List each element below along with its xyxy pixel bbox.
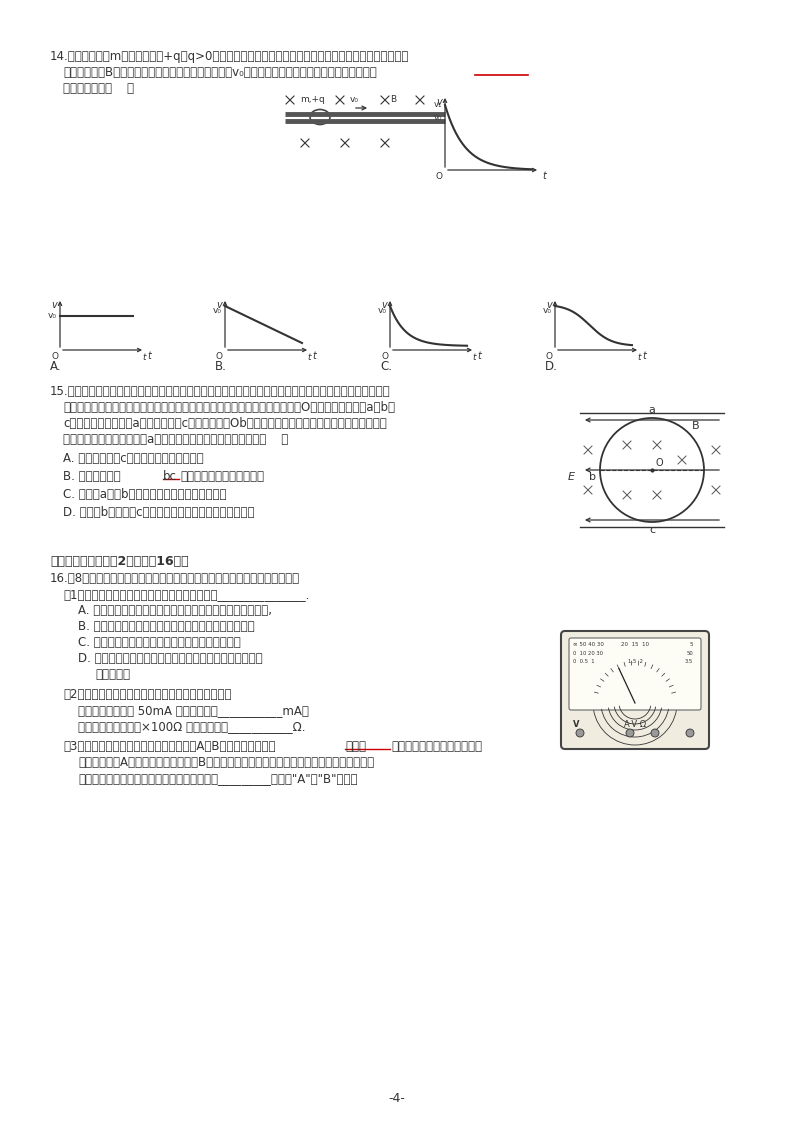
Text: v₀: v₀ <box>350 95 359 104</box>
Text: D.: D. <box>545 360 558 373</box>
Text: （3）某一型号的二极管，其两端分别记为A和B，现用电表的欧姆: （3）某一型号的二极管，其两端分别记为A和B，现用电表的欧姆 <box>63 740 276 754</box>
Text: B. 换用不同倍率测量电阻时，都必须重新进行欧姆调零: B. 换用不同倍率测量电阻时，都必须重新进行欧姆调零 <box>78 620 255 633</box>
Text: O: O <box>436 172 443 181</box>
Text: v: v <box>52 300 57 310</box>
Text: O: O <box>381 351 388 360</box>
Text: （1）关于多用电表的使用，下列说法中正确的是_______________.: （1）关于多用电表的使用，下列说法中正确的是_______________. <box>63 588 310 601</box>
Text: O: O <box>656 458 664 468</box>
Text: v: v <box>546 300 552 310</box>
Text: v₀: v₀ <box>213 305 222 314</box>
Circle shape <box>626 729 634 737</box>
Text: 1.5  2: 1.5 2 <box>627 659 642 664</box>
Text: c为圆环上的三个点，a点为最高点，c点为最低点，Ob沿水平方向。已知小球所受电场力与重力大小: c为圆环上的三个点，a点为最高点，c点为最低点，Ob沿水平方向。已知小球所受电场… <box>63 417 387 430</box>
Text: 14.图中，质量为m、所带电量为+q（q>0）的圆环，可在水平放置的足够长的粗糙细杆上滑动，细杆处于: 14.图中，质量为m、所带电量为+q（q>0）的圆环，可在水平放置的足够长的粗糙… <box>50 51 410 63</box>
Text: -4-: -4- <box>388 1092 406 1105</box>
Text: 其正负极，将多用电表的红表: 其正负极，将多用电表的红表 <box>391 740 482 754</box>
Text: 的指针偏转角度很大，得知该二极管的正极为_________（选填"A"或"B"）端。: 的指针偏转角度很大，得知该二极管的正极为_________（选填"A"或"B"）… <box>78 772 357 785</box>
Text: 响测量结果: 响测量结果 <box>95 668 130 681</box>
Text: v: v <box>216 300 222 310</box>
Text: A.: A. <box>50 360 61 373</box>
Text: ∞ 50 40 30: ∞ 50 40 30 <box>573 642 604 647</box>
Text: t: t <box>542 171 546 181</box>
Text: 20  15  10: 20 15 10 <box>621 642 649 647</box>
Text: B.: B. <box>215 360 227 373</box>
Text: 0  10 20 30: 0 10 20 30 <box>573 651 603 656</box>
Text: 5: 5 <box>689 642 693 647</box>
Circle shape <box>576 729 584 737</box>
Text: t: t <box>307 353 310 362</box>
FancyBboxPatch shape <box>561 631 709 749</box>
Text: b: b <box>589 472 596 482</box>
Text: t: t <box>477 351 481 360</box>
Text: E: E <box>568 472 575 482</box>
Text: 相等。现将小球从环的顶端a点由静止释放，下列判断正确的是（    ）: 相等。现将小球从环的顶端a点由静止释放，下列判断正确的是（ ） <box>63 433 288 446</box>
Text: O: O <box>216 351 223 360</box>
Text: B: B <box>390 95 396 104</box>
Text: C. 测量电路中的电阻时，不用把该电阻与电源断开: C. 测量电路中的电阻时，不用把该电阻与电源断开 <box>78 636 241 649</box>
FancyBboxPatch shape <box>569 638 701 710</box>
Text: v₀: v₀ <box>378 305 387 314</box>
Text: v₀: v₀ <box>48 311 57 320</box>
Text: D. 小球从b点运动到c点，电势能增大，动能先增大后减小: D. 小球从b点运动到c点，电势能增大，动能先增大后减小 <box>63 506 255 519</box>
Text: 中点时，所受洛仑兹力最大: 中点时，所受洛仑兹力最大 <box>180 471 264 483</box>
Text: B: B <box>692 421 700 431</box>
Text: t: t <box>312 351 316 360</box>
Text: O: O <box>51 351 58 360</box>
Text: c: c <box>649 524 655 535</box>
Text: 笔与二极管的A端、黑表笔与二极管的B端相连时，表的指针偏转角度很小；调换表笔连接后表: 笔与二极管的A端、黑表笔与二极管的B端相连时，表的指针偏转角度很小；调换表笔连接… <box>78 756 374 769</box>
Text: D. 测量定值电阻时，如果红、黑表笔插错插口，但不会影: D. 测量定值电阻时，如果红、黑表笔插错插口，但不会影 <box>78 652 263 665</box>
Text: 16.（8分）指针式多用电表是实验室中常用的测量仪器及根据所学知识填空：: 16.（8分）指针式多用电表是实验室中常用的测量仪器及根据所学知识填空： <box>50 572 300 585</box>
Text: 三、实验题：本题共2小题，共16分。: 三、实验题：本题共2小题，共16分。 <box>50 555 189 568</box>
Text: t: t <box>142 353 145 362</box>
Text: 若所选挡位为电阻，×100Ω 挡，则示数为___________Ω.: 若所选挡位为电阻，×100Ω 挡，则示数为___________Ω. <box>78 720 306 733</box>
Circle shape <box>686 729 694 737</box>
Text: bc: bc <box>163 471 177 483</box>
Text: t: t <box>472 353 476 362</box>
Text: V: V <box>573 720 580 729</box>
Text: v₀: v₀ <box>543 305 552 314</box>
Text: C. 小球从a点到b点，重力势能减小，电势能增大: C. 小球从a点到b点，重力势能减小，电势能增大 <box>63 489 226 501</box>
Text: A·V·Ω: A·V·Ω <box>623 720 646 729</box>
Text: v₀: v₀ <box>434 113 442 122</box>
Text: t: t <box>147 351 151 360</box>
Text: O: O <box>546 351 553 360</box>
Text: 3.5: 3.5 <box>684 659 693 664</box>
Text: 0  0.5  1: 0 0.5 1 <box>573 659 595 664</box>
Text: 电磁场区域中，一个坚直放置的光滑绝缘圆环，环上套有一个带正电的小球，O点为圆环的圆心，a、b、: 电磁场区域中，一个坚直放置的光滑绝缘圆环，环上套有一个带正电的小球，O点为圆环的… <box>63 401 395 414</box>
Text: A. 当小球运动到c点时，所受洛仑兹力最大: A. 当小球运动到c点时，所受洛仑兹力最大 <box>63 451 203 465</box>
Text: 可能是图中的（    ）: 可能是图中的（ ） <box>63 82 134 95</box>
Text: 挡判断: 挡判断 <box>345 740 366 754</box>
Text: a: a <box>649 405 655 416</box>
Circle shape <box>651 729 659 737</box>
Text: 若所选挡位为直流 50mA 挡，则示数为___________mA；: 若所选挡位为直流 50mA 挡，则示数为___________mA； <box>78 704 309 716</box>
Text: v: v <box>381 300 387 310</box>
Text: v₁: v₁ <box>434 100 442 109</box>
Text: B. 当小球运动到: B. 当小球运动到 <box>63 471 121 483</box>
Text: t: t <box>642 351 646 360</box>
Text: 磁感应强度为B的匀强磁场中。现给圆环向右的初速度v₀在之后的运动过程中，圆环运动的速度图象: 磁感应强度为B的匀强磁场中。现给圆环向右的初速度v₀在之后的运动过程中，圆环运动… <box>63 66 376 79</box>
Text: t: t <box>637 353 641 362</box>
Text: v: v <box>436 97 442 107</box>
Text: C.: C. <box>380 360 392 373</box>
Text: 15.如图，空间存在平行纸面（水平向左）的匀强电场和垂直纸面向里的匀强磁场，电场和磁场相互垂直。在: 15.如图，空间存在平行纸面（水平向左）的匀强电场和垂直纸面向里的匀强磁场，电场… <box>50 385 391 398</box>
Text: 50: 50 <box>686 651 693 656</box>
Text: A. 在测量未知电压时，必须先选择电压最大的量程进行试测,: A. 在测量未知电压时，必须先选择电压最大的量程进行试测, <box>78 604 272 617</box>
Text: m,+q: m,+q <box>300 95 325 104</box>
Text: （2）进行某次测量时，指针在表盘的位置如图所示：: （2）进行某次测量时，指针在表盘的位置如图所示： <box>63 688 232 701</box>
